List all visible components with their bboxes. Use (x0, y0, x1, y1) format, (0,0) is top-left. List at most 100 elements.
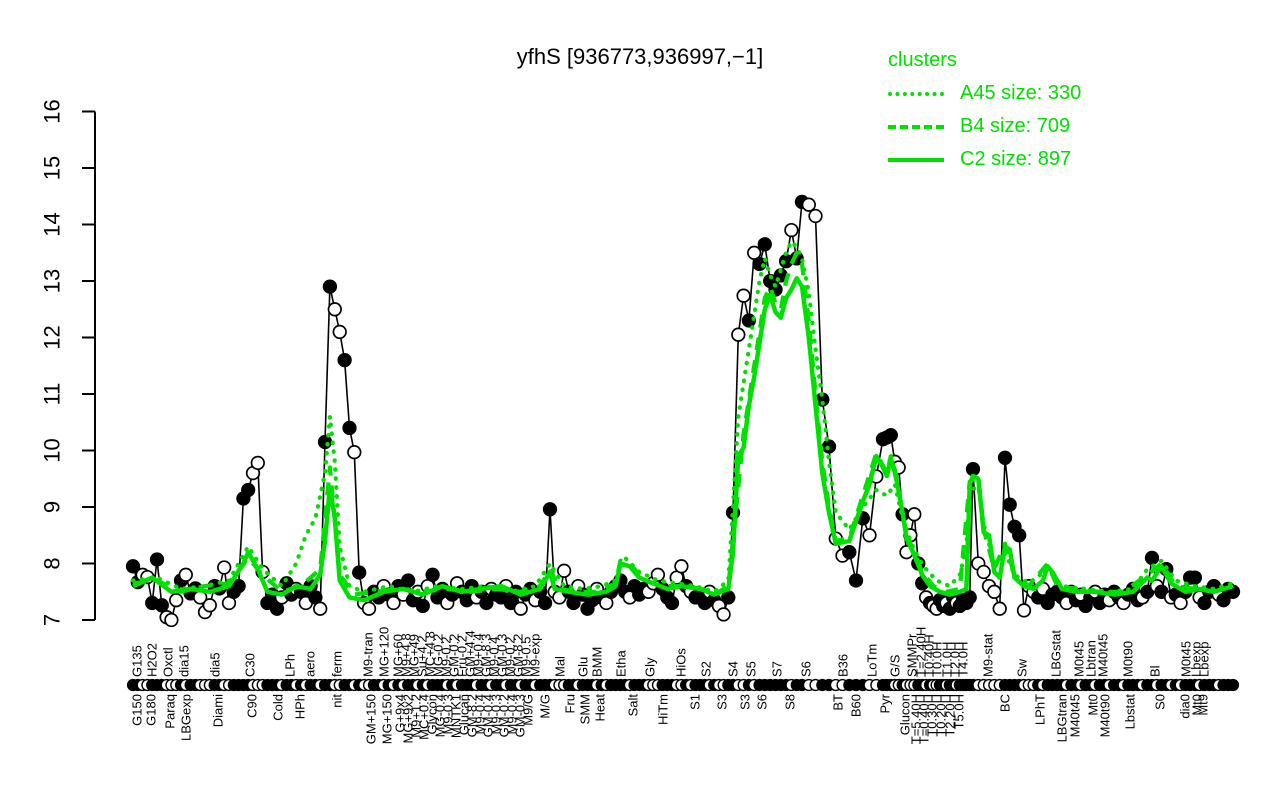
x-axis-label-top: T0:40H (922, 634, 937, 677)
x-axis-label-top: M9-0.5 (519, 637, 534, 677)
x-axis-label-bottom: G150 (130, 694, 145, 726)
open-data-marker (784, 222, 799, 238)
legend-entry-label: B4 size: 709 (960, 115, 1071, 137)
solid-line-swatch (888, 157, 944, 162)
x-axis-label-top: Sw (1015, 658, 1030, 677)
filled-data-marker (241, 482, 256, 498)
open-data-marker (386, 595, 401, 611)
x-axis-label-top: dia15 (177, 645, 192, 677)
y-axis-tick-label: 14 (40, 212, 65, 236)
x-axis-label-top: M9-0.4 (487, 637, 502, 677)
x-axis-label-top: G/S (888, 654, 903, 677)
x-axis-label-bottom: Glucan (457, 694, 472, 735)
legend-entry-b4: B4 size: 709 (888, 110, 1081, 143)
filled-data-marker (149, 552, 165, 567)
open-data-marker (217, 560, 232, 575)
open-data-marker (164, 612, 179, 628)
x-axis-label-top: Etha (614, 649, 629, 677)
open-data-marker (992, 601, 1007, 616)
legend: clusters A45 size: 330 B4 size: 709 C2 s… (888, 44, 1081, 176)
x-axis-label-bottom: GM-0.3 (513, 694, 528, 737)
filled-data-marker (537, 595, 553, 611)
open-data-marker (347, 445, 362, 460)
x-axis-label-top: M9+0.4 (471, 633, 486, 677)
open-data-marker (976, 564, 991, 580)
x-axis-label-bottom: BT (831, 694, 846, 711)
y-axis-tick-label: 15 (40, 156, 65, 180)
cluster-line-c2 (132, 275, 1234, 603)
filled-data-marker (352, 565, 367, 580)
x-axis-label-top: Fru-0.2 (455, 635, 470, 677)
filled-data-marker (883, 428, 898, 443)
open-data-marker (907, 507, 922, 522)
filled-data-marker (566, 595, 581, 611)
filled-data-marker (317, 434, 333, 450)
y-axis-tick-label: 7 (40, 614, 65, 626)
x-axis-label-top: S7 (770, 661, 785, 677)
legend-entry-label: A45 size: 330 (960, 82, 1082, 104)
x-axis-label-top: Lbexp (1189, 642, 1204, 677)
filled-data-marker (965, 461, 981, 477)
open-data-marker (556, 563, 572, 578)
x-axis-label-top: BMM (590, 647, 605, 677)
legend-entry-c2: C2 size: 897 (888, 143, 1081, 176)
open-data-marker (736, 288, 751, 303)
x-axis-label-bottom: Heat (593, 694, 608, 722)
filled-data-marker (479, 595, 494, 611)
x-axis-label-top: Oxctl (161, 647, 176, 677)
x-axis-label-top: ferm (330, 651, 345, 677)
filled-data-marker (757, 237, 772, 252)
x-axis-label-top: HiOs (674, 648, 689, 677)
x-axis-label-bottom: GM-0.2 (497, 694, 512, 737)
x-axis-label-top: SMMPr (905, 633, 920, 677)
x-axis-label-top: GM+4.4 (463, 630, 478, 677)
x-axis-label-top: T4.0H (956, 642, 971, 677)
x-axis-label-top: T1.0H (940, 642, 955, 677)
x-axis-label-bottom: Diami (211, 694, 226, 727)
y-axis-tick-label: 12 (40, 325, 65, 349)
x-axis-label-top: GM-8.2 (511, 634, 526, 677)
x-axis-label-bottom: MC+0.4 (417, 694, 432, 740)
x-axis-label-top: S4 (726, 661, 741, 677)
x-axis-label-top: Glu (576, 657, 591, 677)
x-axis-label-top: M40t45 (1096, 634, 1111, 677)
filled-data-marker (125, 559, 141, 574)
x-axis-label-top: Gly (643, 657, 658, 677)
x-axis-label-bottom: MG+9x2 (401, 694, 416, 744)
open-data-marker (731, 327, 746, 342)
x-axis-label-bottom: S6 (755, 694, 770, 710)
filled-data-marker (664, 595, 680, 611)
x-axis-label-top: Lbexp (1197, 642, 1212, 677)
filled-data-marker (542, 502, 558, 517)
filled-data-marker (848, 573, 864, 588)
open-data-marker (169, 593, 184, 608)
open-data-marker (862, 528, 877, 543)
x-axis-label-bottom: M9/G (521, 694, 536, 726)
dotted-line-swatch (888, 91, 944, 96)
filled-data-marker (1002, 497, 1017, 512)
open-data-marker (313, 601, 328, 616)
open-data-marker (987, 584, 1002, 599)
x-axis-label-top: MC+4.8 (423, 631, 438, 677)
x-axis-label-bottom: M9-0.3 (489, 694, 504, 734)
x-axis-label-bottom: LBGtran (1055, 694, 1070, 742)
x-axis-label-bottom: M40t90 (1098, 694, 1113, 737)
y-axis-tick-label: 9 (40, 501, 65, 513)
x-axis-label-top: Lbtran (1084, 640, 1099, 677)
filled-data-marker (322, 279, 338, 294)
x-axis-label-bottom: MG-0.4 (433, 694, 448, 737)
y-axis-tick-label: 13 (40, 269, 65, 293)
open-data-marker (747, 245, 762, 260)
x-axis-label-top: Bl (1148, 665, 1163, 677)
x-axis-label-bottom: M40t45 (1068, 694, 1083, 737)
x-axis-label-bottom: Glycon (425, 694, 440, 734)
x-axis-label-bottom: T0.20H (934, 694, 949, 737)
x-axis-label-bottom: Paraq (163, 694, 178, 729)
open-data-marker (250, 455, 265, 471)
x-axis-label-bottom: B60 (849, 694, 864, 717)
x-axis-label-top: T=2.40H (914, 627, 929, 677)
x-axis-label-top: C30 (243, 653, 258, 677)
x-axis-label-bottom: S3 (738, 694, 753, 710)
x-axis-label-bottom: T5.0H (952, 694, 967, 729)
